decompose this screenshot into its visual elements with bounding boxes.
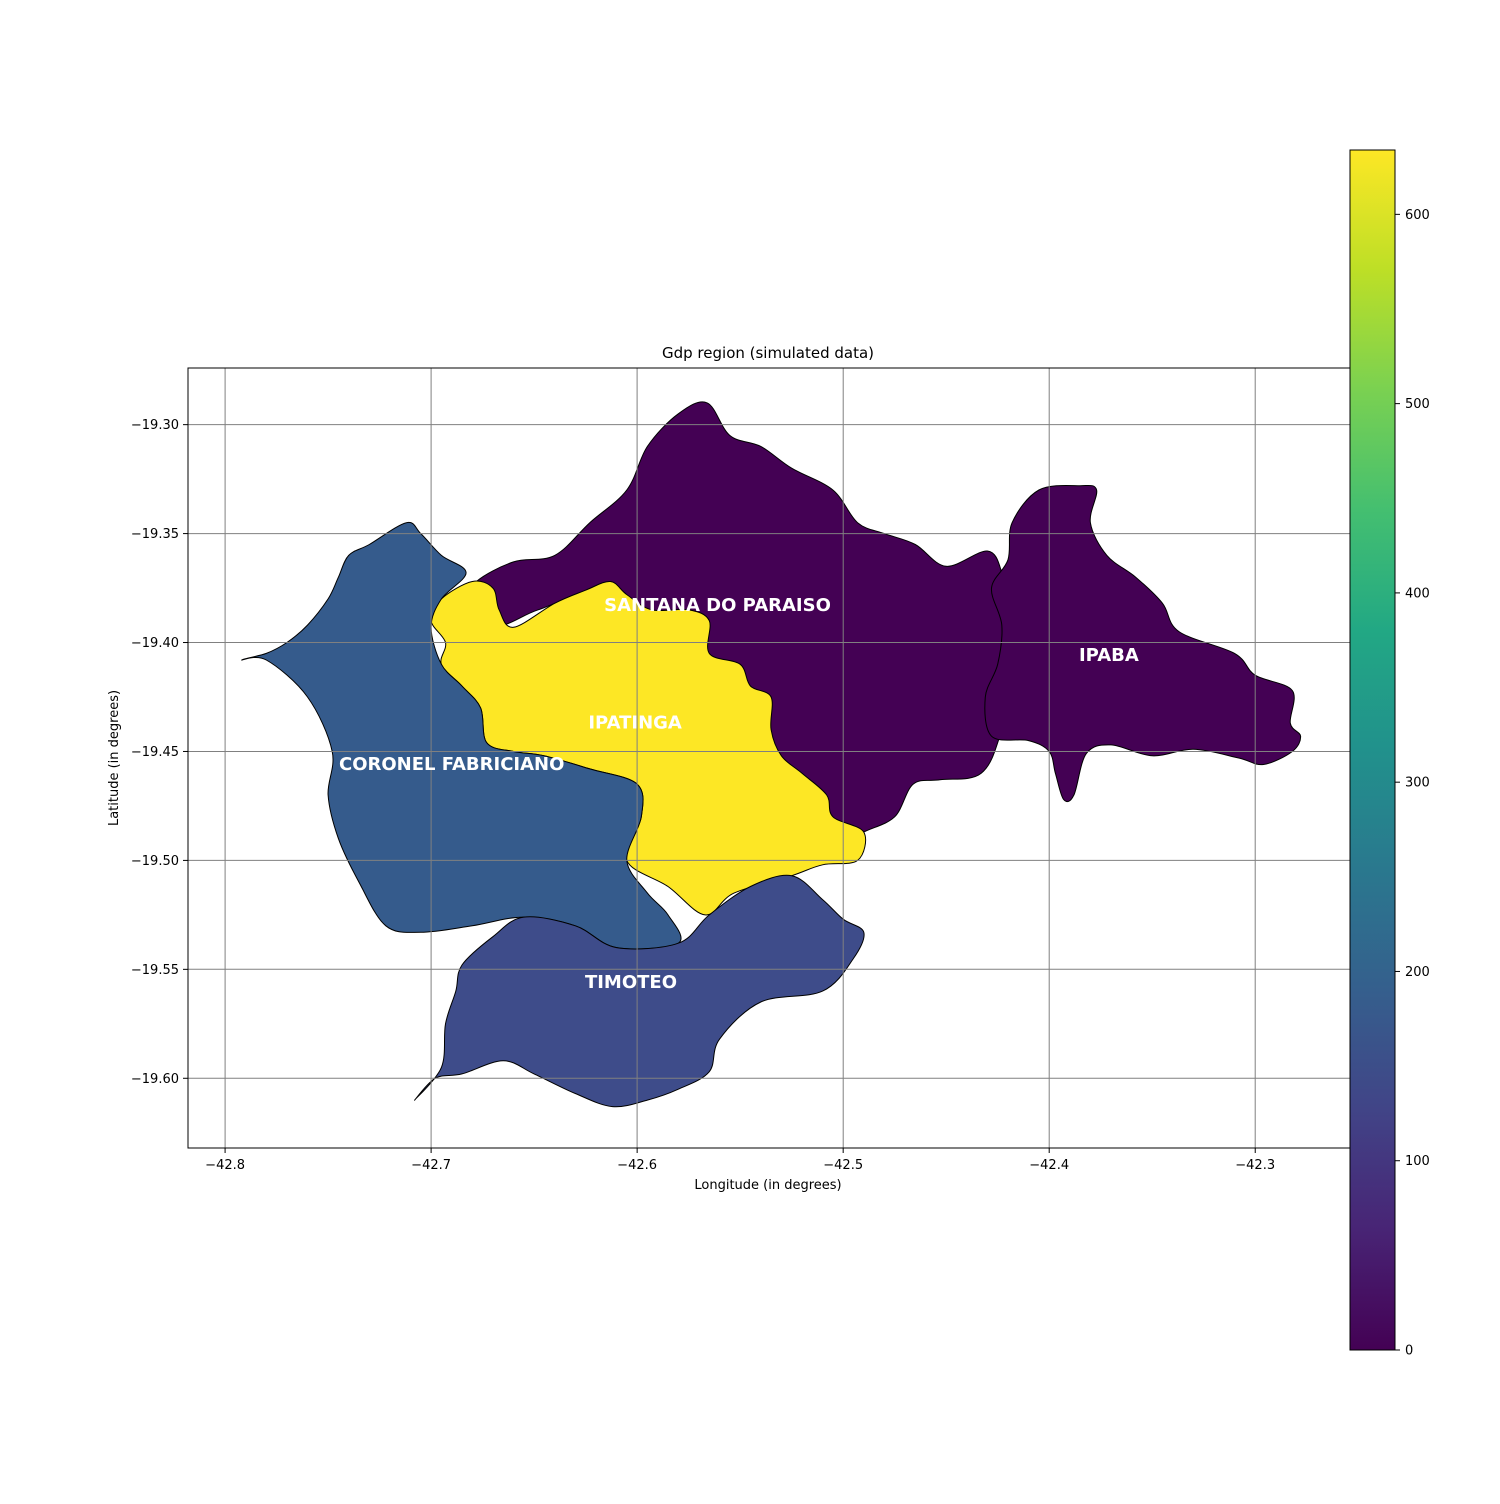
x-tick-label: −42.6	[617, 1158, 657, 1173]
region-timoteo	[414, 874, 865, 1108]
y-tick-label: −19.35	[131, 527, 179, 542]
x-ticks: −42.8 −42.7 −42.6 −42.5 −42.4 −42.3	[205, 1148, 1275, 1173]
colorbar-tick-label: 200	[1405, 965, 1430, 980]
x-tick-label: −42.4	[1029, 1158, 1069, 1173]
colorbar	[1349, 149, 1396, 1351]
region-label-coronel-fabriciano: CORONEL FABRICIANO	[339, 754, 564, 775]
colorbar-tick-label: 100	[1405, 1154, 1430, 1169]
x-tick-label: −42.8	[205, 1158, 245, 1173]
x-tick-label: −42.7	[411, 1158, 451, 1173]
region-label-ipatinga: IPATINGA	[588, 713, 682, 734]
colorbar-ticks: 0 100 200 300 400 500 600	[1395, 208, 1430, 1359]
colorbar-tick-label: 300	[1405, 776, 1430, 791]
y-tick-label: −19.40	[131, 636, 179, 651]
y-ticks: −19.30 −19.35 −19.40 −19.45 −19.50 −19.55 −19.…	[131, 418, 188, 1087]
colorbar-tick-label: 600	[1405, 208, 1430, 223]
x-axis-label: Longitude (in degrees)	[694, 1178, 841, 1193]
x-tick-label: −42.5	[823, 1158, 863, 1173]
y-tick-label: −19.60	[131, 1072, 179, 1087]
grid-layer	[188, 368, 1350, 1148]
y-axis-label: Latitude (in degrees)	[107, 690, 122, 826]
region-label-timoteo: TIMOTEO	[585, 972, 677, 993]
region-label-santana-do-paraiso: SANTANA DO PARAISO	[604, 595, 831, 616]
region-labels-layer: SANTANA DO PARAISO IPABA IPATINGA CORONEL F…	[339, 595, 1139, 993]
region-label-ipaba: IPABA	[1079, 645, 1139, 666]
colorbar-tick-label: 500	[1405, 397, 1430, 412]
y-tick-label: −19.50	[131, 854, 179, 869]
x-tick-label: −42.3	[1235, 1158, 1275, 1173]
y-tick-label: −19.45	[131, 745, 179, 760]
region-ipaba	[984, 484, 1302, 803]
regions-layer	[241, 401, 1302, 1108]
y-tick-label: −19.30	[131, 418, 179, 433]
region-coronel-fabriciano	[241, 521, 682, 950]
colorbar-tick-label: 0	[1405, 1344, 1413, 1359]
chart-title: Gdp region (simulated data)	[662, 344, 874, 362]
colorbar-tick-label: 400	[1405, 586, 1430, 601]
y-tick-label: −19.55	[131, 963, 179, 978]
